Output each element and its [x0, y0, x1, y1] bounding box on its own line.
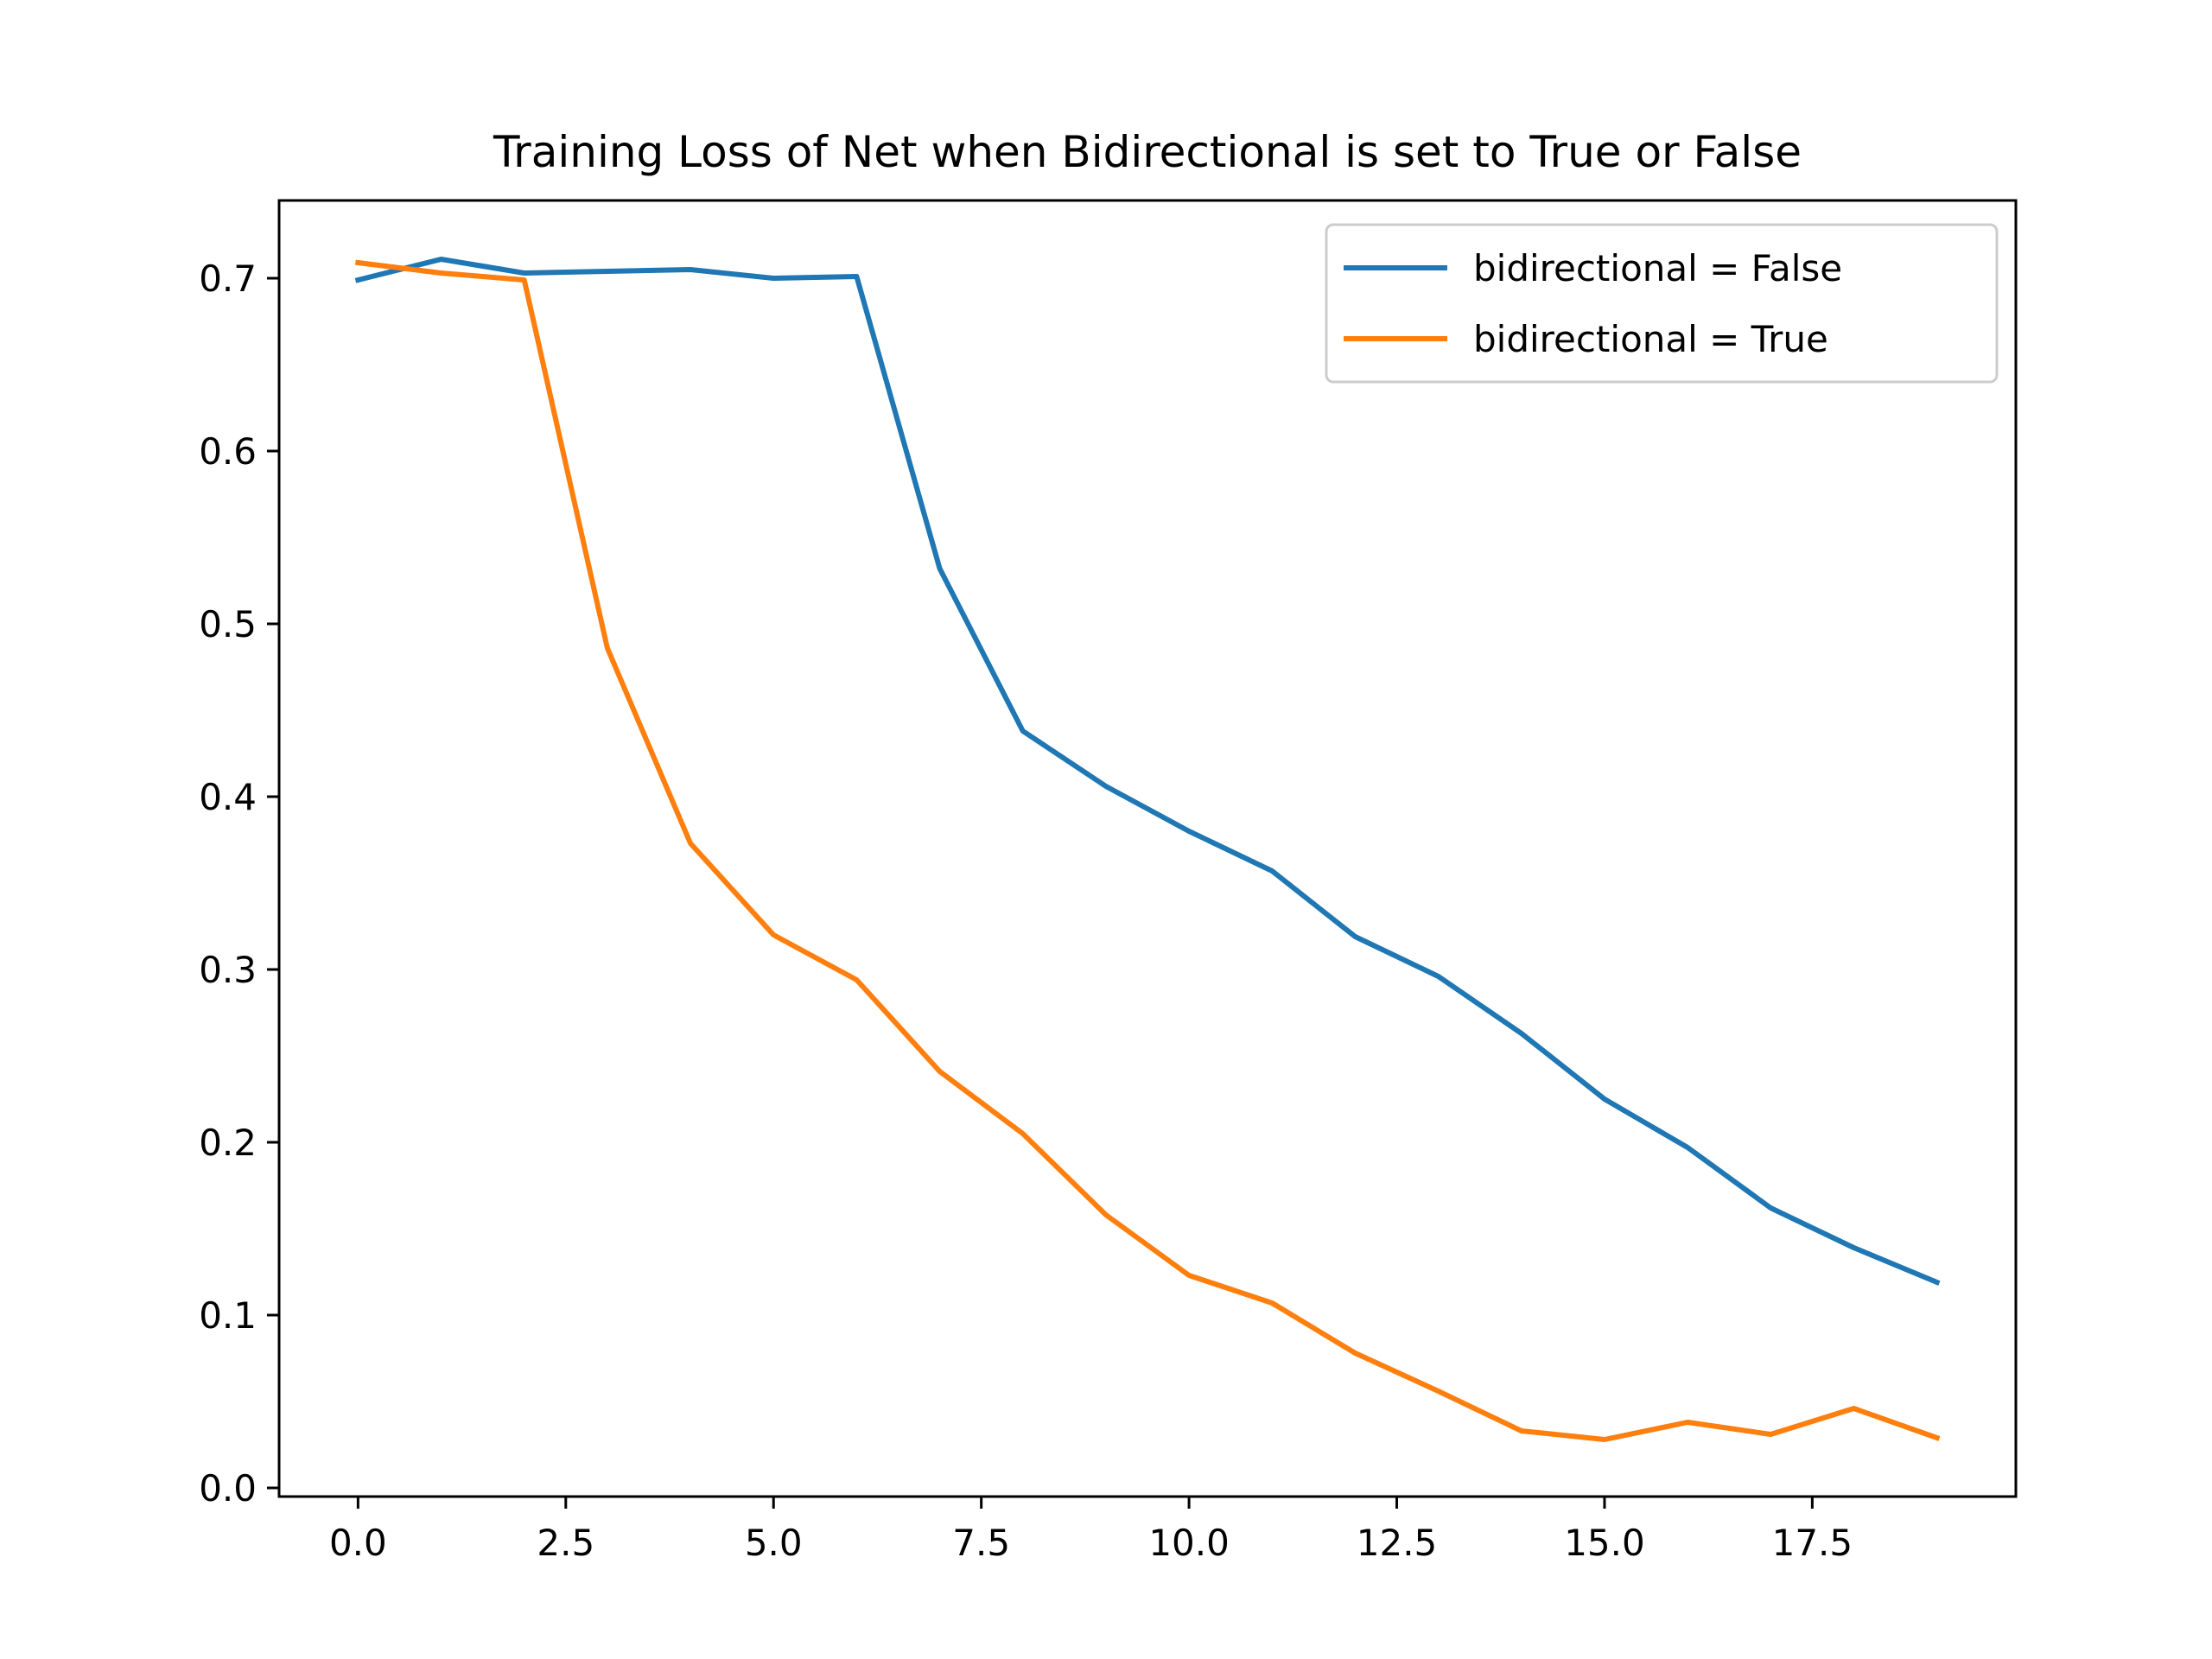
legend-box [1325, 223, 1999, 384]
y-tick-label: 0.5 [199, 603, 257, 645]
x-tick-label: 17.5 [1772, 1522, 1853, 1564]
x-tick-label: 0.0 [329, 1522, 387, 1564]
x-tick-label: 10.0 [1148, 1522, 1230, 1564]
series-layer [354, 257, 1941, 1442]
x-tick-label: 7.5 [952, 1522, 1010, 1564]
y-axis: 0.0 0.1 0.2 0.3 0.4 0.5 0.6 0.7 [199, 257, 279, 1510]
y-tick-label: 0.6 [199, 430, 257, 473]
series-line-0 [354, 257, 1941, 1286]
x-tick-label: 15.0 [1564, 1522, 1645, 1564]
y-tick-label: 0.7 [199, 257, 257, 300]
y-tick-label: 0.0 [199, 1467, 257, 1510]
y-tick-label: 0.2 [199, 1122, 257, 1164]
x-tick-label: 12.5 [1357, 1522, 1438, 1564]
x-tick-label: 5.0 [745, 1522, 803, 1564]
series-line-1 [355, 259, 1941, 1442]
x-tick-label: 2.5 [537, 1522, 594, 1564]
legend-label-0: bidirectional = False [1473, 247, 1842, 289]
chart-title: Training Loss of Net when Bidirectional … [493, 127, 1802, 177]
y-tick-label: 0.3 [199, 949, 257, 991]
x-axis: 0.0 2.5 5.0 7.5 10.0 12.5 15.0 17.5 [329, 1497, 1853, 1564]
axes-frame [277, 199, 2018, 1498]
y-tick-label: 0.4 [199, 776, 257, 818]
legend: bidirectional = False bidirectional = Tru… [1325, 223, 1999, 384]
y-tick-label: 0.1 [199, 1294, 257, 1337]
legend-label-1: bidirectional = True [1473, 318, 1828, 360]
